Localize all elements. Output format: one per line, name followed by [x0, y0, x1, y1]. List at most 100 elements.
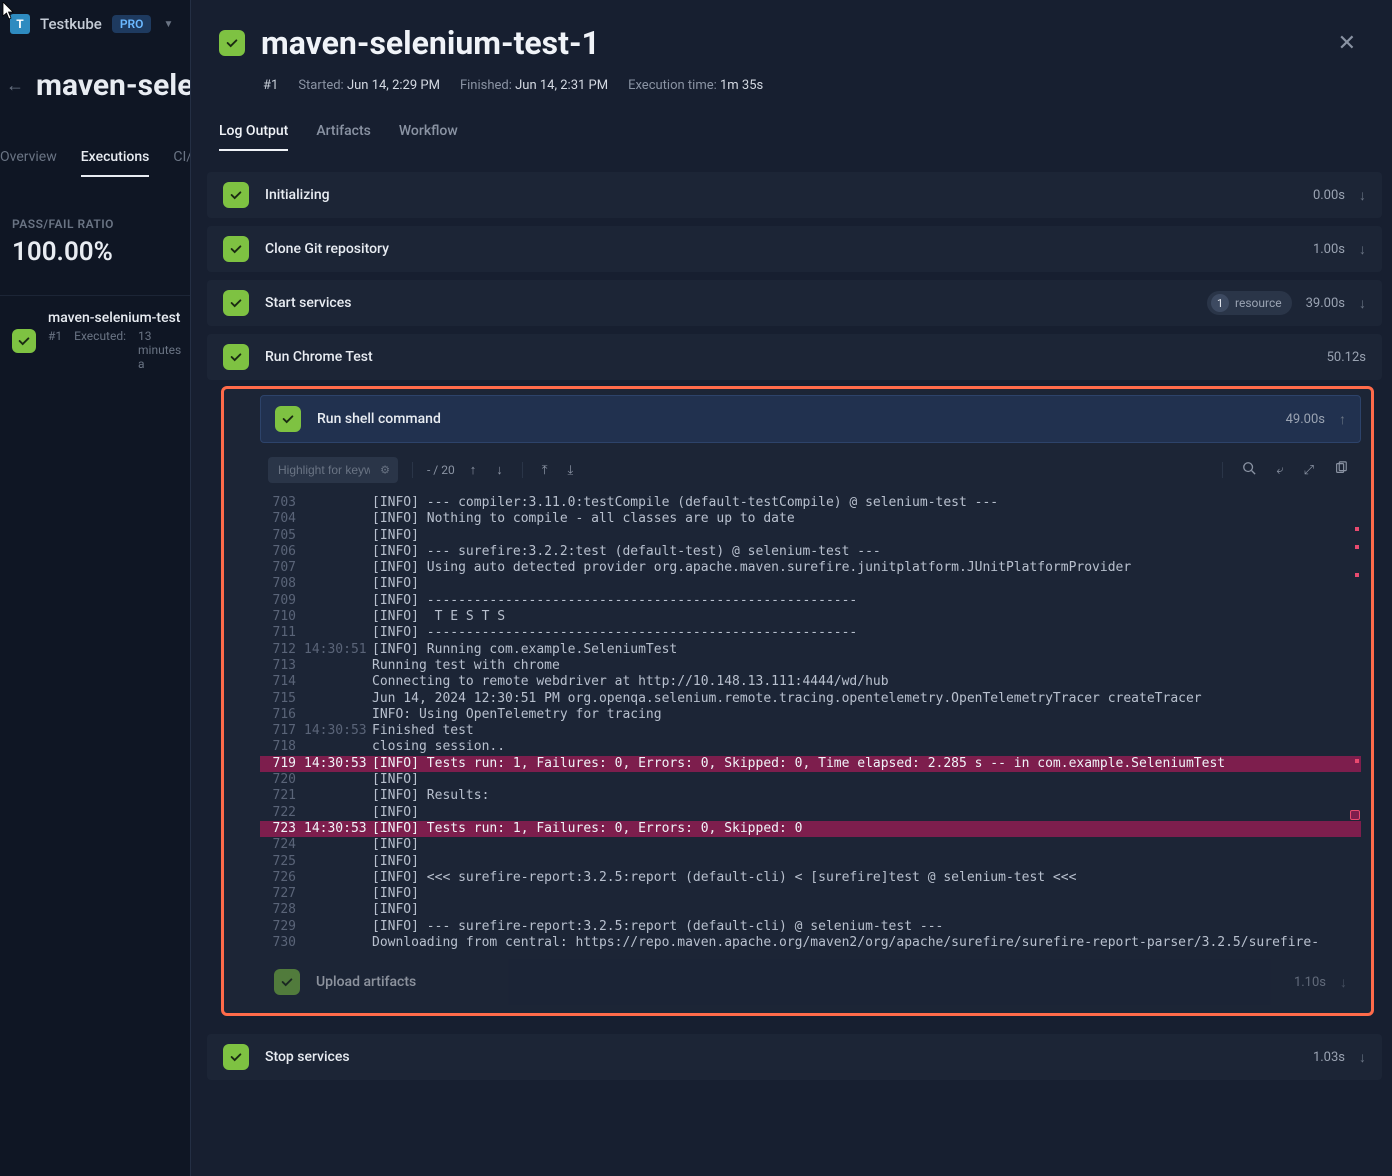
collapse-up-icon[interactable]: ↑: [1339, 411, 1346, 428]
execution-list-item[interactable]: maven-selenium-test #1 Executed: 13 minu…: [0, 295, 190, 385]
ratio-value: 100.00%: [12, 231, 178, 267]
expand-down-icon[interactable]: ↓: [1340, 974, 1347, 991]
steps-list: Initializing 0.00s ↓ Clone Git repositor…: [191, 152, 1392, 1080]
step-duration: 39.00s: [1306, 296, 1345, 311]
match-counter: - / 20: [427, 463, 455, 477]
step-status-icon: [223, 236, 249, 262]
log-line: 71714:30:53Finished test: [260, 723, 1361, 739]
execution-meta: #1 Executed: 13 minutes a: [48, 326, 181, 371]
minimap-mark: [1355, 573, 1359, 577]
log-line: 729[INFO] --- surefire-report:3.2.5:repo…: [260, 919, 1361, 935]
execution-meta-row: #1 Started: Jun 14, 2:29 PM Finished: Ju…: [219, 62, 1364, 93]
minimap-viewport[interactable]: [1350, 810, 1360, 820]
log-line: 704[INFO] Nothing to compile - all class…: [260, 511, 1361, 527]
exec-number: #1: [263, 78, 278, 93]
expand-down-icon[interactable]: ↓: [1359, 187, 1366, 204]
log-line: 724[INFO]: [260, 837, 1361, 853]
back-title-row: ← maven-selen: [0, 68, 190, 121]
detail-panel: maven-selenium-test-1 ✕ #1 Started: Jun …: [190, 0, 1392, 1176]
step-duration: 1.03s: [1313, 1050, 1345, 1065]
step-chrome-test[interactable]: Run Chrome Test 50.12s: [207, 334, 1382, 380]
log-line: 71914:30:53[INFO] Tests run: 1, Failures…: [260, 756, 1361, 772]
step-title: Stop services: [265, 1049, 1297, 1065]
search-input[interactable]: [268, 457, 398, 483]
step-clone[interactable]: Clone Git repository 1.00s ↓: [207, 226, 1382, 272]
pro-badge: PRO: [112, 15, 152, 33]
step-title: Clone Git repository: [265, 241, 1297, 257]
execution-number: #1: [48, 329, 62, 371]
prev-match-icon[interactable]: ↑: [465, 459, 482, 481]
step-status-icon: [223, 344, 249, 370]
step-stop-services[interactable]: Stop services 1.03s ↓: [207, 1034, 1382, 1080]
step-duration: 49.00s: [1286, 412, 1325, 427]
highlighted-log-section: Run shell command 49.00s ↑ ⚙ - / 20 ↑ ↓ …: [221, 386, 1374, 1016]
log-line: 710[INFO] T E S T S: [260, 609, 1361, 625]
step-status-icon: [223, 182, 249, 208]
log-line: 711[INFO] ------------------------------…: [260, 625, 1361, 641]
step-initializing[interactable]: Initializing 0.00s ↓: [207, 172, 1382, 218]
log-line: 703[INFO] --- compiler:3.11.0:testCompil…: [260, 495, 1361, 511]
log-line: 72314:30:53[INFO] Tests run: 1, Failures…: [260, 821, 1361, 837]
log-line: 730Downloading from central: https://rep…: [260, 935, 1361, 951]
scroll-bottom-icon[interactable]: ⤓: [562, 460, 578, 481]
tab-log-output[interactable]: Log Output: [219, 113, 288, 151]
exec-time-label: Execution time:: [628, 78, 717, 93]
tab-workflow[interactable]: Workflow: [399, 113, 458, 151]
chevron-down-icon[interactable]: ▼: [163, 19, 173, 30]
log-toolbar: ⚙ - / 20 ↑ ↓ ⤒ ⤓ ⤶ ⤢: [260, 451, 1361, 489]
step-duration: 50.12s: [1327, 350, 1366, 365]
resource-label: resource: [1235, 296, 1282, 310]
tab-artifacts[interactable]: Artifacts: [316, 113, 370, 151]
expand-down-icon[interactable]: ↓: [1359, 1049, 1366, 1066]
step-status-icon: [223, 1044, 249, 1070]
step-title: Start services: [265, 295, 1191, 311]
log-line: 722[INFO]: [260, 805, 1361, 821]
log-line: 720[INFO]: [260, 772, 1361, 788]
panel-tabs: Log Output Artifacts Workflow: [219, 93, 1364, 152]
executed-ago: 13 minutes a: [138, 329, 181, 371]
started-label: Started:: [298, 78, 343, 93]
log-line: 726[INFO] <<< surefire-report:3.2.5:repo…: [260, 870, 1361, 886]
log-line: 727[INFO]: [260, 886, 1361, 902]
log-line: 715Jun 14, 2024 12:30:51 PM org.openqa.s…: [260, 691, 1361, 707]
panel-title: maven-selenium-test-1: [261, 24, 600, 62]
left-tabs: Overview Executions CI/CD: [0, 121, 190, 177]
expand-down-icon[interactable]: ↓: [1359, 241, 1366, 258]
tab-executions[interactable]: Executions: [81, 149, 150, 177]
filter-icon[interactable]: ⚙: [380, 464, 390, 477]
expand-down-icon[interactable]: ↓: [1359, 295, 1366, 312]
log-output[interactable]: 703[INFO] --- compiler:3.11.0:testCompil…: [260, 495, 1361, 951]
tab-overview[interactable]: Overview: [0, 149, 57, 177]
step-start-services[interactable]: Start services 1 resource 39.00s ↓: [207, 280, 1382, 326]
executed-label: Executed:: [74, 329, 126, 343]
log-line: 707[INFO] Using auto detected provider o…: [260, 560, 1361, 576]
page-title: maven-selen: [36, 68, 210, 103]
step-status-icon: [223, 290, 249, 316]
fullscreen-icon[interactable]: ⤢: [1299, 460, 1319, 481]
panel-header: maven-selenium-test-1 ✕ #1 Started: Jun …: [191, 0, 1392, 152]
log-line: 705[INFO]: [260, 528, 1361, 544]
step-upload-artifacts[interactable]: Upload artifacts 1.10s ↓: [260, 959, 1361, 1005]
cursor-icon: [2, 2, 16, 20]
step-shell-command[interactable]: Run shell command 49.00s ↑: [260, 395, 1361, 443]
step-title: Run shell command: [317, 411, 1270, 427]
wrap-icon[interactable]: ⤶: [1271, 460, 1288, 481]
step-title: Initializing: [265, 187, 1297, 203]
log-line: 728[INFO]: [260, 902, 1361, 918]
copy-icon[interactable]: [1329, 458, 1353, 482]
left-pane: ← maven-selen Overview Executions CI/CD …: [0, 48, 190, 1176]
log-minimap[interactable]: [1347, 495, 1361, 951]
next-match-icon[interactable]: ↓: [491, 459, 508, 481]
search-icon[interactable]: [1237, 458, 1261, 482]
status-success-icon: [12, 329, 36, 353]
ratio-block: PASS/FAIL RATIO 100.00%: [0, 177, 190, 267]
finished-label: Finished:: [460, 78, 512, 93]
minimap-mark: [1355, 759, 1359, 763]
execution-name: maven-selenium-test: [48, 310, 181, 326]
scroll-top-icon[interactable]: ⤒: [537, 460, 553, 481]
step-duration: 0.00s: [1313, 188, 1345, 203]
back-arrow-icon[interactable]: ←: [6, 75, 24, 96]
close-icon[interactable]: ✕: [1330, 27, 1364, 60]
ratio-label: PASS/FAIL RATIO: [12, 217, 178, 231]
log-line: 713Running test with chrome: [260, 658, 1361, 674]
